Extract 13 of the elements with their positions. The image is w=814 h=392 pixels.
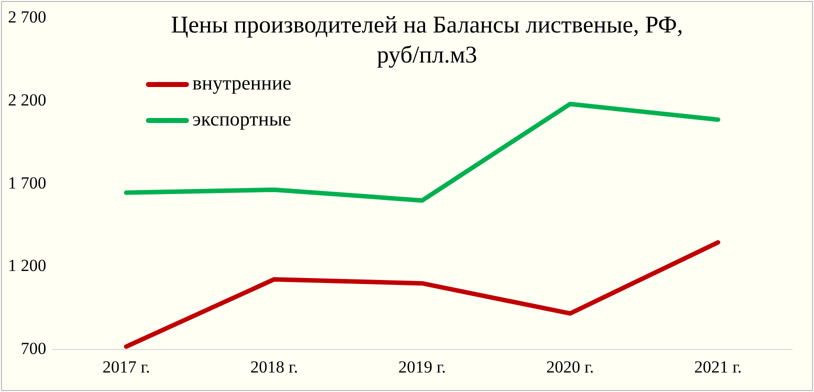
chart-title: Цены производителей на Балансы лиственые, РФ, руб/пл.м3	[171, 12, 683, 68]
y-tick-label: 2 200	[8, 90, 46, 110]
x-tick-label: 2017 г.	[102, 357, 150, 376]
y-tick-label: 2 700	[8, 8, 46, 27]
legend-label: внутренние	[192, 72, 292, 95]
x-tick-label: 2020 г.	[546, 357, 594, 376]
legend-label: экспортные	[192, 108, 292, 131]
y-tick-label: 1 200	[8, 256, 46, 276]
x-tick-label: 2018 г.	[250, 357, 298, 376]
y-tick-label: 700	[20, 339, 46, 358]
x-tick-label: 2021 г.	[694, 357, 742, 376]
y-tick-label: 1 700	[8, 173, 46, 192]
x-tick-label: 2019 г.	[398, 357, 446, 376]
